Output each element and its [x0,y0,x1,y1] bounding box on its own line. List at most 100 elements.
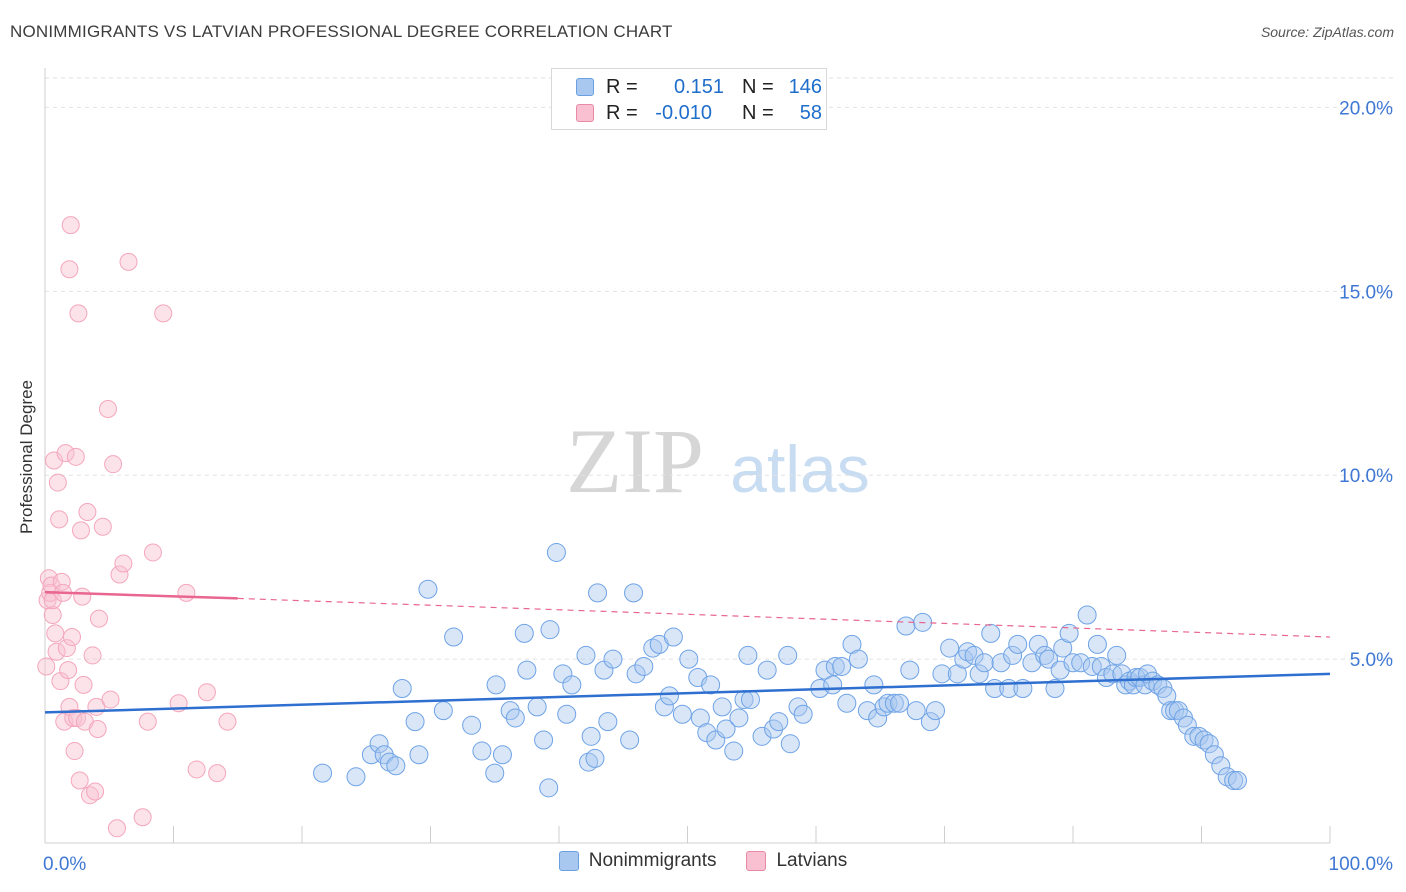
data-point-latvians [44,451,63,470]
data-point-nonimmigrants [896,616,916,636]
data-point-latvians [70,771,89,790]
data-point-nonimmigrants [1008,634,1028,654]
data-point-latvians [107,819,126,838]
data-point-nonimmigrants [433,701,453,721]
legend-label-nonimmigrants: Nonimmigrants [588,850,717,871]
data-point-nonimmigrants [878,693,898,713]
data-point-nonimmigrants [598,712,618,732]
data-point-nonimmigrants [729,708,749,728]
data-point-latvians [104,455,123,474]
data-point-nonimmigrants [1227,770,1247,790]
data-point-nonimmigrants [485,763,505,783]
data-point-latvians [43,605,62,624]
data-point-latvians [56,444,75,463]
data-point-nonimmigrants [486,675,506,695]
data-point-nonimmigrants [1112,664,1132,684]
data-point-nonimmigrants [514,623,534,643]
data-point-nonimmigrants [660,686,680,706]
data-point-nonimmigrants [1071,653,1091,673]
data-point-nonimmigrants [738,645,758,665]
data-point-nonimmigrants [1107,645,1127,665]
data-point-nonimmigrants [778,645,798,665]
data-point-latvians [78,502,97,521]
data-point-nonimmigrants [643,638,663,658]
data-point-latvians [177,583,196,602]
data-point-latvians [62,628,81,647]
data-point-nonimmigrants [1028,634,1048,654]
grid-lines [45,77,1395,660]
data-point-nonimmigrants [712,697,732,717]
data-point-nonimmigrants [1199,734,1219,754]
series-legend: Nonimmigrants Latvians [0,850,1406,872]
data-point-latvians [208,764,227,783]
data-point-latvians [69,304,88,323]
x-tick-label-min: 0.0% [43,854,86,875]
data-point-nonimmigrants [848,649,868,669]
legend-item-nonimmigrants[interactable]: Nonimmigrants [558,850,717,872]
data-point-nonimmigrants [579,752,599,772]
data-point-nonimmigrants [793,704,813,724]
data-point-nonimmigrants [539,778,559,798]
data-point-nonimmigrants [603,649,623,669]
legend-n-value: 58 [799,101,822,124]
y-tick-label: 10.0% [1339,466,1393,487]
data-point-nonimmigrants [444,627,464,647]
data-point-nonimmigrants [832,656,852,676]
data-point-nonimmigrants [1045,679,1065,699]
data-point-nonimmigrants [868,708,888,728]
data-point-nonimmigrants [369,734,389,754]
trend-line-latvians-extension [237,597,1331,638]
data-point-nonimmigrants [546,542,566,562]
data-point-latvians [154,304,173,323]
data-point-nonimmigrants [672,704,692,724]
data-point-nonimmigrants [418,579,438,599]
data-point-nonimmigrants [409,745,429,765]
data-point-nonimmigrants [900,660,920,680]
data-point-nonimmigrants [724,741,744,761]
data-point-latvians [59,661,78,680]
data-point-latvians [119,252,138,271]
data-point-nonimmigrants [1091,656,1111,676]
data-point-latvians [60,260,79,279]
data-point-nonimmigrants [557,704,577,724]
legend-r-value: -0.010 [655,101,712,124]
data-point-nonimmigrants [620,730,640,750]
legend-swatch-nonimmigrants [558,851,579,871]
data-point-nonimmigrants [562,675,582,695]
data-point-latvians [86,782,105,801]
data-point-nonimmigrants [624,583,644,603]
data-point-nonimmigrants [379,752,399,772]
legend-n-label: N = [742,101,774,124]
data-point-latvians [57,639,76,658]
data-point-nonimmigrants [585,748,605,768]
data-point-nonimmigrants [757,660,777,680]
data-point-nonimmigrants [823,675,843,695]
data-point-nonimmigrants [740,690,760,710]
data-point-nonimmigrants [864,675,884,695]
data-point-nonimmigrants [576,645,596,665]
data-point-nonimmigrants [874,697,894,717]
legend-swatch-pink [576,104,594,122]
watermark-zip: ZIP [566,410,704,512]
data-point-latvians [143,543,162,562]
data-point-latvians [73,587,92,606]
data-point-latvians [187,760,206,779]
data-point-nonimmigrants [663,627,683,647]
data-point-nonimmigrants [1035,645,1055,665]
data-point-latvians [101,690,120,709]
data-point-nonimmigrants [346,767,366,787]
data-point-nonimmigrants [890,693,910,713]
data-point-latvians [133,808,152,827]
data-point-latvians [46,624,65,643]
data-point-nonimmigrants [1217,767,1237,787]
data-point-nonimmigrants [517,660,537,680]
data-point-nonimmigrants [462,715,482,735]
legend-item-latvians[interactable]: Latvians [746,850,847,872]
data-point-nonimmigrants [701,675,721,695]
y-tick-label: 5.0% [1350,650,1393,671]
data-point-latvians [98,400,117,419]
data-point-latvians [218,712,237,731]
latvians-points [37,216,237,838]
legend-r-value: 0.151 [673,75,724,98]
data-point-nonimmigrants [837,693,857,713]
